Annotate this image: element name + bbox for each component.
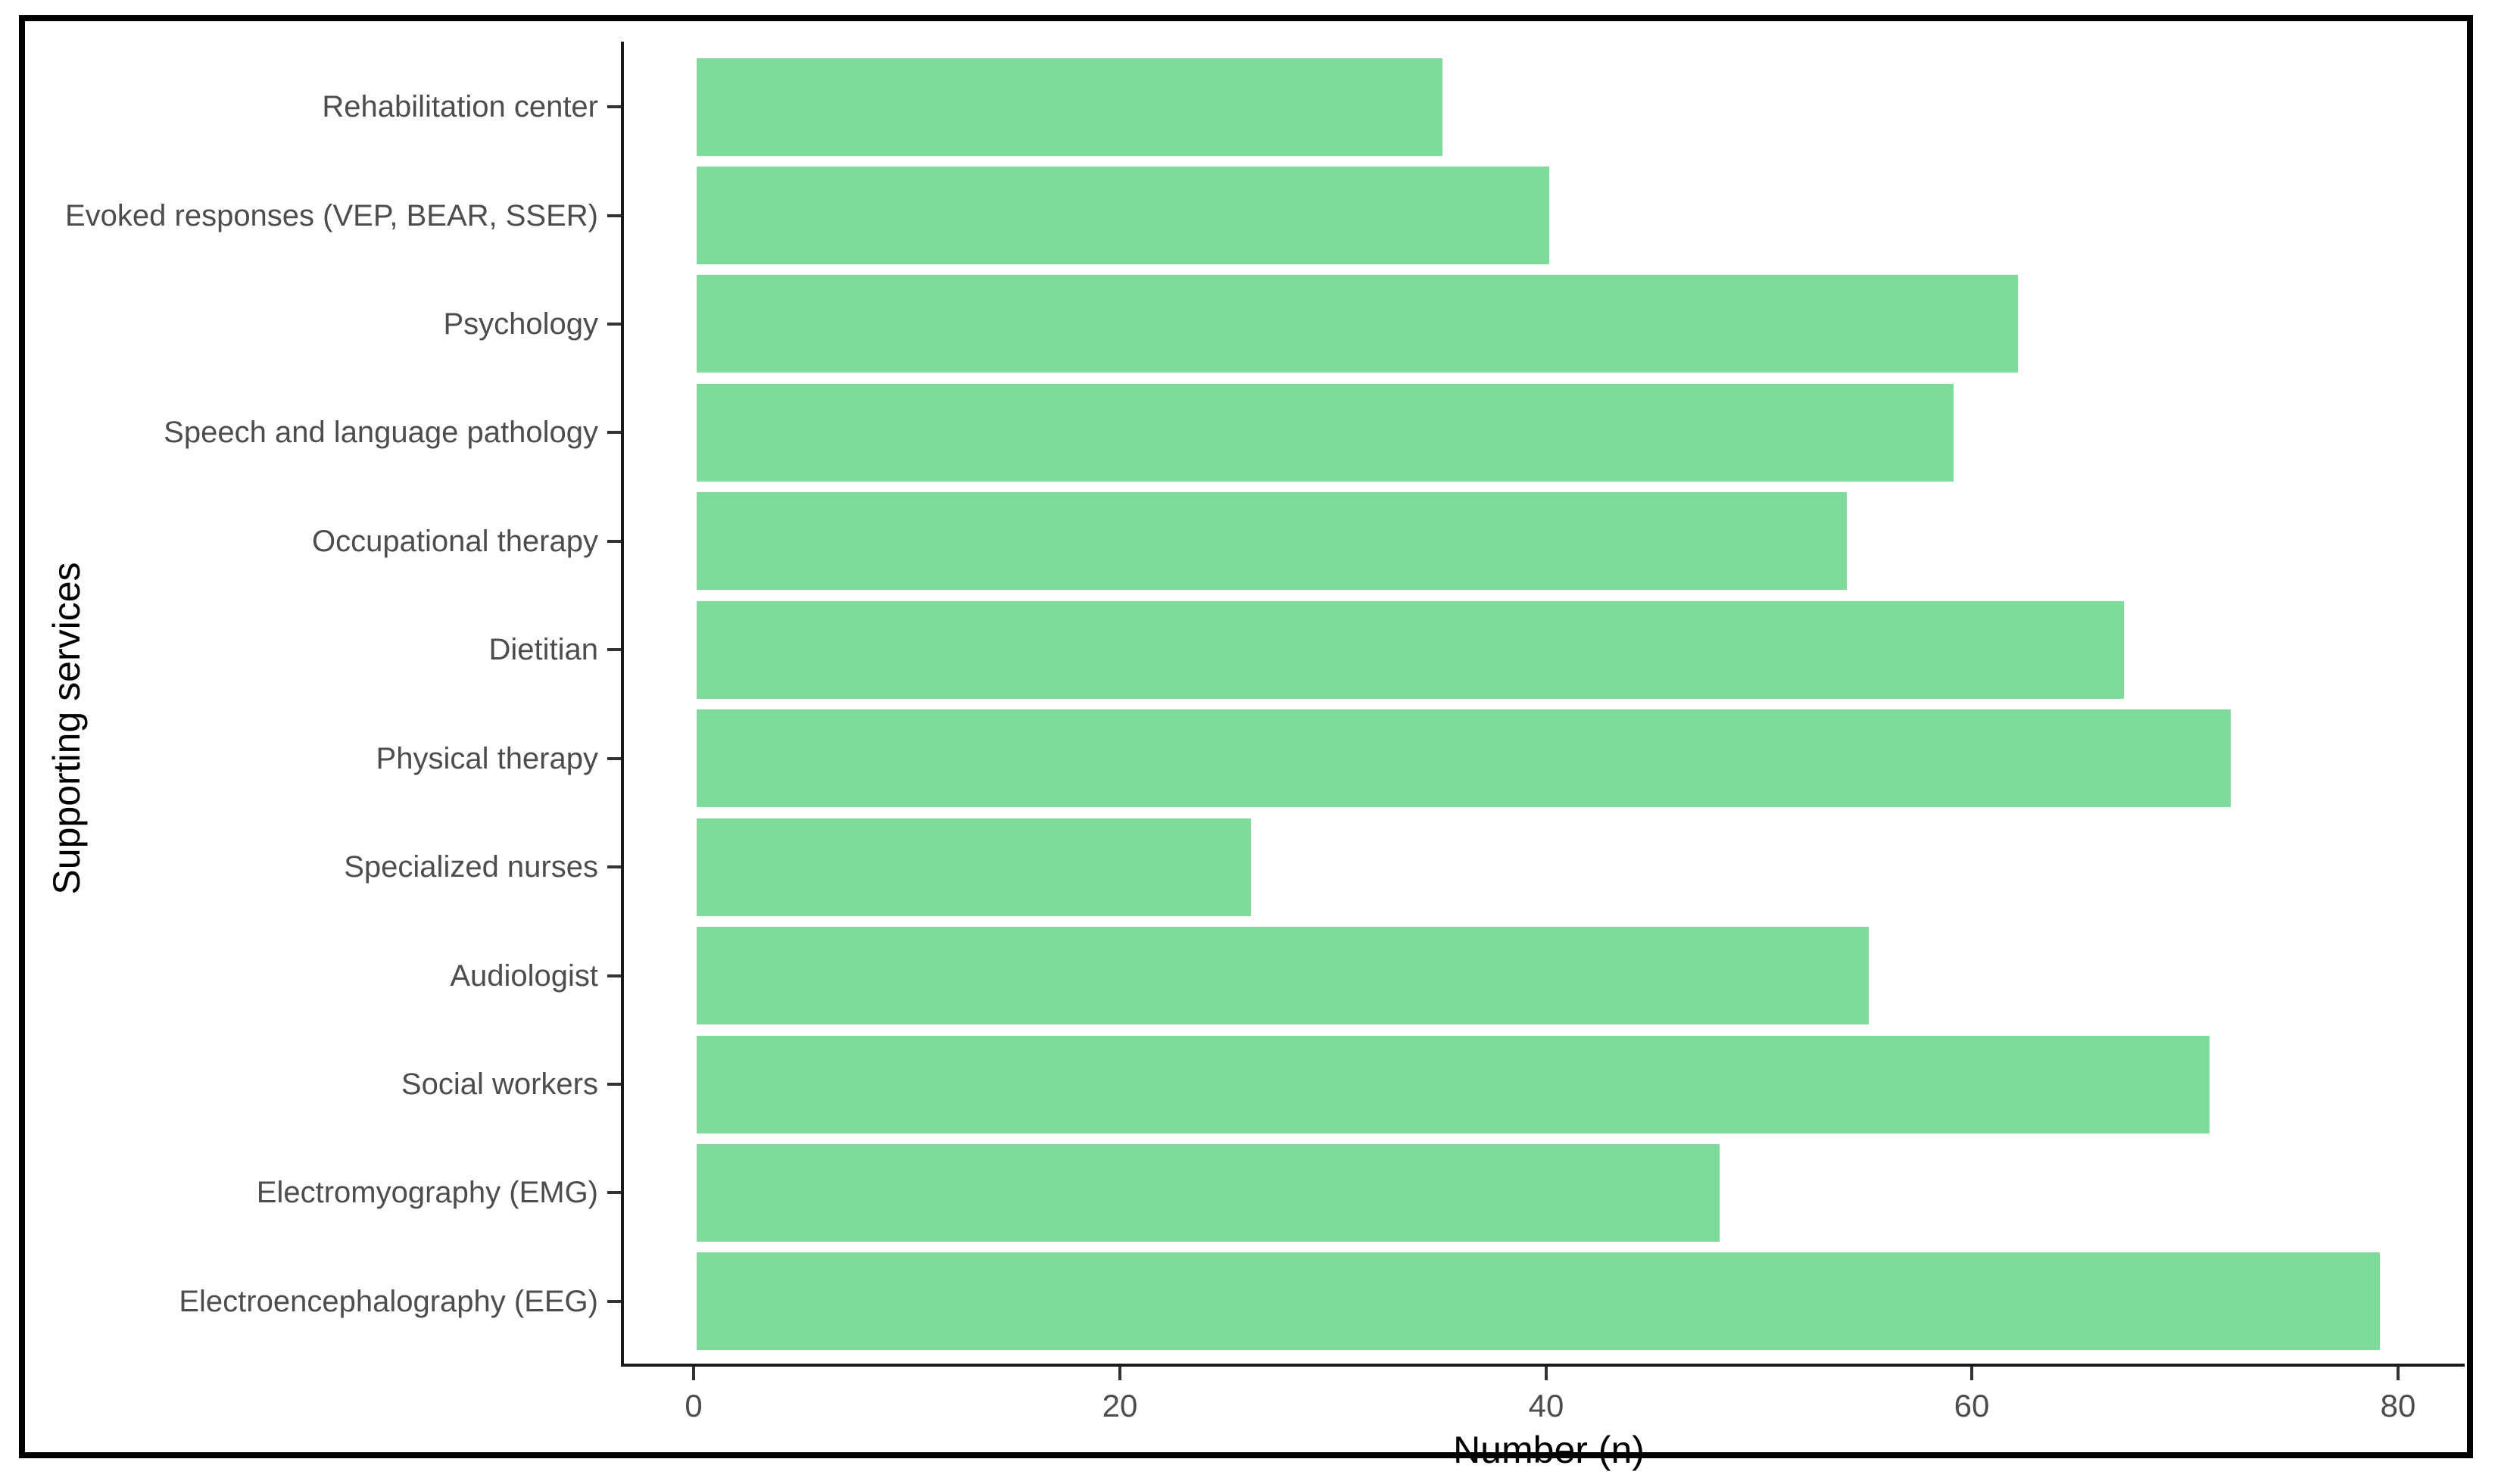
bar xyxy=(697,1144,1720,1242)
category-label: Specialized nurses xyxy=(344,850,598,884)
bar xyxy=(697,167,1549,264)
bar xyxy=(697,818,1251,916)
category-label: Occupational therapy xyxy=(311,525,598,558)
y-tick-mark xyxy=(607,214,621,217)
x-axis-title: Number (n) xyxy=(1453,1429,1645,1471)
category-label: Physical therapy xyxy=(376,742,598,775)
category-label: Psychology xyxy=(443,307,598,341)
bar xyxy=(697,492,1847,590)
category-label: Audiologist xyxy=(450,959,598,993)
category-label: Social workers xyxy=(401,1068,598,1101)
y-tick-mark xyxy=(607,540,621,543)
x-tick-mark xyxy=(1545,1367,1548,1380)
category-label: Rehabilitation center xyxy=(322,90,598,123)
bar xyxy=(697,1036,2210,1133)
y-tick-mark xyxy=(607,757,621,760)
bar xyxy=(697,601,2124,699)
category-label: Electroencephalography (EEG) xyxy=(179,1285,598,1318)
x-tick-label: 40 xyxy=(1528,1388,1564,1423)
y-tick-mark xyxy=(607,323,621,326)
plot-panel xyxy=(621,42,2465,1367)
category-label: Electromyography (EMG) xyxy=(256,1176,598,1209)
x-tick-label: 60 xyxy=(1954,1388,1990,1423)
x-tick-mark xyxy=(692,1367,695,1380)
x-tick-mark xyxy=(1118,1367,1121,1380)
x-tick-mark xyxy=(2397,1367,2400,1380)
y-tick-mark xyxy=(607,974,621,977)
category-label: Speech and language pathology xyxy=(164,416,598,449)
bar xyxy=(697,384,1954,482)
x-tick-label: 80 xyxy=(2380,1388,2416,1423)
bar xyxy=(697,1252,2380,1350)
y-tick-mark xyxy=(607,431,621,434)
y-tick-mark xyxy=(607,1300,621,1303)
category-label: Evoked responses (VEP, BEAR, SSER) xyxy=(64,199,598,232)
y-tick-mark xyxy=(607,648,621,651)
y-tick-mark xyxy=(607,105,621,108)
y-tick-mark xyxy=(607,865,621,868)
x-tick-label: 0 xyxy=(685,1388,703,1423)
y-tick-mark xyxy=(607,1191,621,1194)
x-tick-mark xyxy=(1970,1367,1973,1380)
x-tick-label: 20 xyxy=(1102,1388,1138,1423)
bar xyxy=(697,275,2018,373)
y-tick-mark xyxy=(607,1083,621,1086)
bar xyxy=(697,58,1442,156)
bar xyxy=(697,927,1869,1024)
category-label: Dietitian xyxy=(488,633,598,666)
bar xyxy=(697,709,2231,807)
